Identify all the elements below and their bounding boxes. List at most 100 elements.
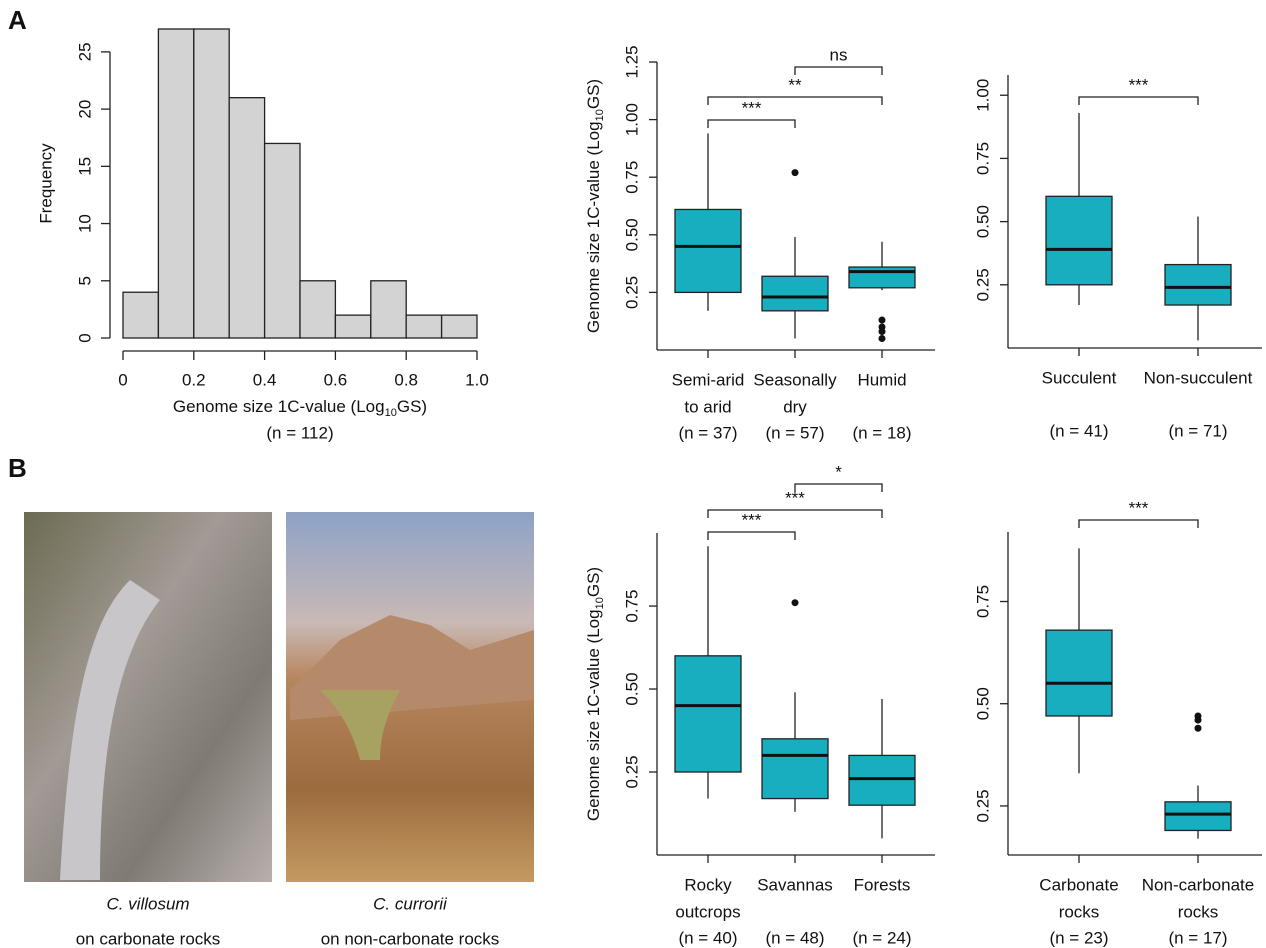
- x-tick-label: dry: [783, 397, 807, 416]
- outlier: [1195, 725, 1202, 732]
- photo-caption: on non-carbonate rocks: [321, 929, 500, 948]
- x-tick-label: Seasonally: [753, 370, 837, 389]
- n-label: (n = 71): [1168, 421, 1227, 440]
- box: [675, 656, 741, 772]
- x-tick-label: Semi-arid: [672, 370, 745, 389]
- significance-bracket: [1079, 97, 1198, 105]
- bar: [123, 292, 158, 338]
- photo: [24, 512, 272, 882]
- x-tick-label: Humid: [857, 370, 906, 389]
- x-tick-label: Carbonate: [1039, 875, 1118, 894]
- y-tick-label: 0.25: [973, 789, 992, 822]
- y-tick-label: 5: [75, 276, 94, 285]
- significance-label: ***: [742, 510, 762, 529]
- outlier: [879, 317, 886, 324]
- bar: [406, 315, 441, 338]
- y-tick-label: 0.75: [973, 142, 992, 175]
- photo-species: C. villosum: [106, 894, 189, 913]
- y-tick-label: 0.25: [622, 755, 641, 788]
- significance-bracket: [708, 510, 882, 518]
- axis-title-part: GS): [584, 79, 603, 109]
- n-label: (n = 17): [1168, 928, 1227, 947]
- n-label: (n = 112): [266, 423, 333, 442]
- n-label: (n = 57): [765, 423, 824, 442]
- significance-label: ***: [1129, 498, 1149, 517]
- y-tick-label: 15: [75, 157, 94, 176]
- n-label: (n = 37): [678, 423, 737, 442]
- axis-title-sub: 10: [385, 407, 397, 419]
- box: [1046, 196, 1112, 284]
- n-label: (n = 41): [1049, 421, 1108, 440]
- x-tick-label: 1.0: [465, 370, 489, 389]
- box: [762, 739, 828, 799]
- x-tick-label: 0.6: [324, 370, 348, 389]
- axis-title-sub: 10: [594, 597, 606, 609]
- y-tick-label: 1.00: [973, 79, 992, 112]
- y-tick-label: 1.25: [622, 45, 641, 78]
- significance-bracket: [708, 97, 882, 105]
- photo-species: C. currorii: [373, 894, 448, 913]
- significance-label: **: [788, 75, 802, 94]
- y-tick-label: 25: [75, 42, 94, 61]
- y-tick-label: 0.25: [973, 268, 992, 301]
- significance-bracket: [708, 120, 795, 128]
- bar: [194, 29, 229, 338]
- bar: [300, 281, 335, 338]
- box: [675, 209, 741, 292]
- x-tick-label: Succulent: [1042, 368, 1117, 387]
- x-tick-label: 0: [118, 370, 127, 389]
- outlier: [792, 169, 799, 176]
- panel-label: B: [8, 453, 27, 483]
- significance-bracket: [708, 532, 795, 540]
- x-tick-label: to arid: [684, 397, 731, 416]
- box: [1165, 802, 1231, 831]
- significance-bracket: [795, 484, 882, 492]
- y-tick-label: 0.50: [622, 672, 641, 705]
- y-tick-label: 1.00: [622, 103, 641, 136]
- significance-bracket: [795, 67, 882, 75]
- box: [849, 755, 915, 805]
- n-label: (n = 40): [678, 928, 737, 947]
- significance-bracket: [1079, 520, 1198, 528]
- axis-title: Genome size 1C-value (Log10GS): [584, 567, 605, 821]
- axis-title-part: GS): [397, 397, 427, 416]
- y-tick-label: 0.25: [622, 276, 641, 309]
- x-tick-label: Rocky: [684, 875, 732, 894]
- axis-title-part: Genome size 1C-value (Log: [584, 609, 603, 821]
- x-tick-label: 0.4: [253, 370, 277, 389]
- figure: A B C. villosum on carbonate rocks C. cu…: [0, 0, 1266, 948]
- axis-title: Genome size 1C-value (Log10GS): [584, 79, 605, 333]
- panel-label: A: [8, 5, 27, 35]
- x-tick-label: outcrops: [675, 902, 740, 921]
- x-tick-label: 0.2: [182, 370, 206, 389]
- n-label: (n = 48): [765, 928, 824, 947]
- significance-label: ns: [830, 45, 848, 64]
- x-tick-label: Forests: [854, 875, 911, 894]
- axis-title: Genome size 1C-value (Log10GS): [173, 397, 427, 418]
- significance-label: *: [835, 462, 842, 481]
- photo-caption: on carbonate rocks: [76, 929, 221, 948]
- y-tick-label: 0.75: [622, 161, 641, 194]
- n-label: (n = 18): [852, 423, 911, 442]
- outlier: [879, 328, 886, 335]
- y-tick-label: 0.50: [622, 218, 641, 251]
- x-tick-label: rocks: [1059, 902, 1100, 921]
- bar: [229, 98, 264, 338]
- axis-title-part: Genome size 1C-value (Log: [584, 121, 603, 333]
- y-tick-label: 0.50: [973, 687, 992, 720]
- axis-title-part: Genome size 1C-value (Log: [173, 397, 385, 416]
- outlier: [792, 599, 799, 606]
- significance-label: ***: [1129, 75, 1149, 94]
- bar: [158, 29, 193, 338]
- y-tick-label: 0.75: [622, 589, 641, 622]
- y-tick-label: 0.50: [973, 205, 992, 238]
- y-tick-label: 0: [75, 333, 94, 342]
- y-tick-label: 20: [75, 100, 94, 119]
- bar: [265, 143, 300, 338]
- box: [762, 276, 828, 311]
- outlier: [879, 335, 886, 342]
- n-label: (n = 24): [852, 928, 911, 947]
- bar: [442, 315, 477, 338]
- x-tick-label: Non-carbonate: [1142, 875, 1254, 894]
- significance-label: ***: [742, 98, 762, 117]
